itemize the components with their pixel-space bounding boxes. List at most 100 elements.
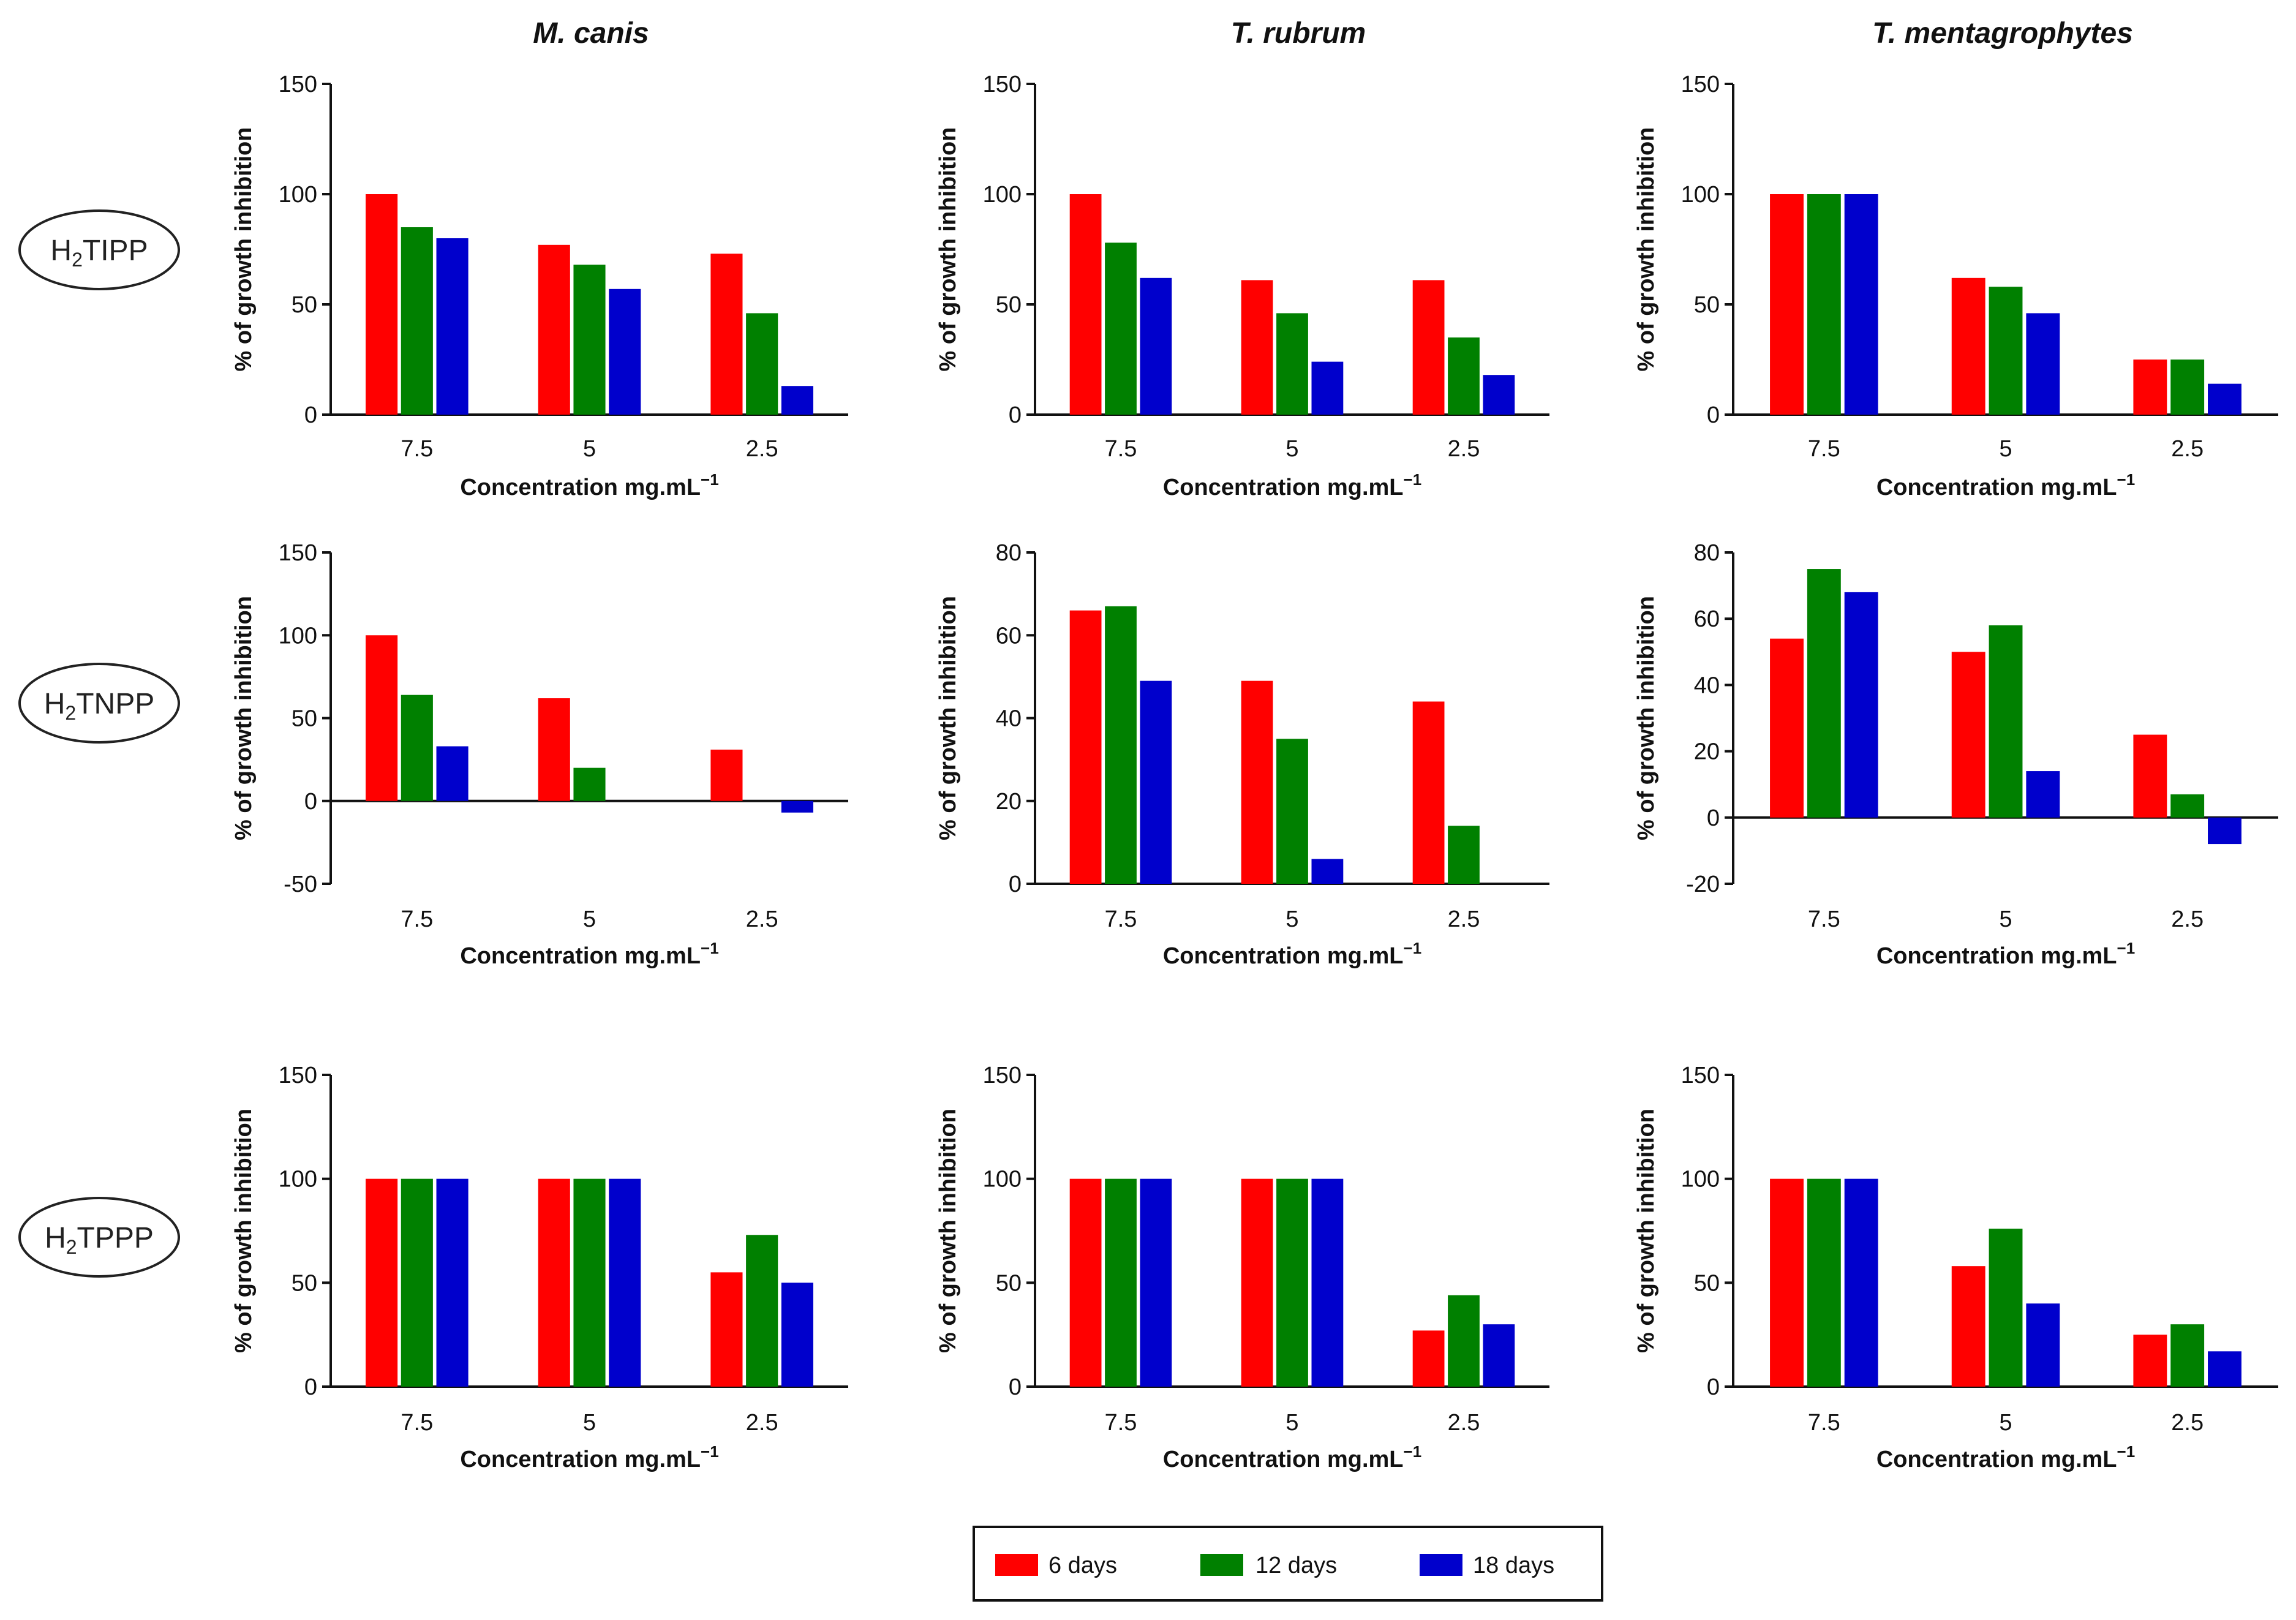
x-tick-label: 5 (583, 906, 596, 932)
bar-6-days-5 (1951, 1266, 1985, 1387)
y-axis-title: % of growth inhibition (935, 1109, 961, 1353)
bar-12-days-7-5 (1807, 1178, 1841, 1387)
bar-6-days-7-5 (366, 194, 398, 415)
y-axis-title: % of growth inhibition (1633, 127, 1659, 372)
bar-6-days-5 (1241, 1178, 1273, 1387)
bar-12-days-2-5 (1448, 826, 1480, 884)
bar-18-days-7-5 (1140, 1178, 1172, 1387)
y-axis-title: % of growth inhibition (231, 127, 257, 372)
bar-18-days-5 (1311, 1178, 1344, 1387)
y-tick-label: 50 (292, 706, 317, 732)
legend-label-18-days: 18 days (1473, 1553, 1554, 1578)
x-tick-label: 5 (1999, 906, 2012, 932)
bar-6-days-7-5 (366, 1178, 398, 1387)
bar-12-days-5 (1989, 1229, 2023, 1387)
x-axis-title: Concentration mg.mL−1 (1163, 1442, 1421, 1472)
x-tick-label: 7.5 (401, 1410, 433, 1436)
row-label-text: H2TNPP (44, 688, 154, 724)
bar-6-days-2-5 (710, 1272, 743, 1387)
bar-18-days-7-5 (436, 1178, 469, 1387)
x-tick-label: 5 (1999, 436, 2012, 462)
chart-h2tppp-t-rubrum: 0 50 100 150 7.5 5 2.5 Concentration mg.mL−1 % o… (935, 1063, 1549, 1472)
bar-12-days-5 (1989, 287, 2023, 415)
x-tick-label: 7.5 (1105, 436, 1137, 462)
y-tick-label: 150 (279, 1063, 317, 1088)
column-title-t-rubrum: T. rubrum (1231, 17, 1366, 50)
y-tick-label: 0 (304, 789, 317, 815)
chart-h2tipp-t-mentagrophytes: 0 50 100 150 7.5 5 2.5 Concentration mg.mL−1 % o… (1633, 72, 2278, 500)
row-label-text: H2TPPP (45, 1222, 154, 1258)
legend-swatch-6-days (995, 1554, 1038, 1576)
y-tick-label: 0 (1707, 1374, 1720, 1400)
bar-6-days-2-5 (710, 254, 743, 415)
bar-18-days-5 (2026, 1303, 2060, 1387)
row-label-text: H2TIPP (50, 235, 148, 271)
y-tick-label: 100 (279, 1167, 317, 1192)
bar-18-days-5 (1311, 859, 1344, 884)
x-tick-label: 7.5 (1105, 1410, 1137, 1436)
y-tick-label: 0 (304, 1374, 317, 1400)
row-label-ellipse (18, 1197, 180, 1278)
bar-12-days-7-5 (1807, 569, 1841, 818)
x-tick-label: 5 (1285, 906, 1298, 932)
y-tick-label: 0 (1009, 1374, 1022, 1400)
bar-18-days-2-5 (1483, 1324, 1515, 1387)
y-tick-label: 100 (279, 182, 317, 208)
y-tick-label: 20 (996, 789, 1022, 815)
bar-12-days-7-5 (1105, 243, 1137, 415)
x-tick-label: 5 (583, 1410, 596, 1436)
x-tick-label: 7.5 (1808, 436, 1840, 462)
bar-12-days-5 (573, 1178, 606, 1387)
bar-12-days-7-5 (1105, 1178, 1137, 1387)
y-axis-title: % of growth inhibition (231, 596, 257, 840)
bar-18-days-5 (609, 288, 641, 415)
legend-swatch-18-days (1420, 1554, 1462, 1576)
bar-6-days-2-5 (1412, 701, 1445, 884)
bar-6-days-7-5 (1069, 1178, 1102, 1387)
x-axis-title: Concentration mg.mL−1 (1163, 939, 1421, 969)
x-tick-label: 7.5 (1808, 906, 1840, 932)
legend-swatch-12-days (1200, 1554, 1243, 1576)
y-axis-title: % of growth inhibition (1633, 1109, 1659, 1353)
y-tick-label: 50 (996, 292, 1022, 318)
bar-18-days-2-5 (781, 386, 813, 415)
chart-h2tnpp-t-mentagrophytes: -20 0 20 40 60 80 7.5 5 2.5 Concentration mg.mL−1… (1633, 540, 2278, 969)
bar-18-days-7-5 (1140, 680, 1172, 884)
x-tick-label: 5 (583, 436, 596, 462)
bar-18-days-7-5 (436, 746, 469, 801)
bar-6-days-7-5 (1069, 194, 1102, 415)
y-tick-label: 50 (1694, 292, 1720, 318)
bar-6-days-2-5 (2133, 1335, 2167, 1387)
y-tick-label: 100 (1681, 182, 1720, 208)
bar-6-days-2-5 (1412, 280, 1445, 415)
y-tick-label: 150 (983, 1063, 1022, 1088)
y-tick-label: 50 (292, 1270, 317, 1296)
x-tick-label: 7.5 (1808, 1410, 1840, 1436)
x-axis-title: Concentration mg.mL−1 (1876, 470, 2135, 500)
bar-12-days-7-5 (401, 227, 433, 415)
bar-18-days-7-5 (1844, 1178, 1878, 1387)
x-tick-label: 2.5 (1448, 906, 1480, 932)
x-axis-title: Concentration mg.mL−1 (1163, 470, 1421, 500)
legend-box (973, 1526, 1603, 1602)
bar-6-days-7-5 (1770, 1178, 1804, 1387)
chart-h2tppp-t-mentagrophytes: 0 50 100 150 7.5 5 2.5 Concentration mg.mL−1 % o… (1633, 1063, 2278, 1472)
bar-6-days-2-5 (710, 749, 743, 801)
bar-12-days-2-5 (746, 313, 778, 415)
row-label-h2tppp: H2TPPP (18, 1197, 180, 1278)
bar-18-days-7-5 (436, 238, 469, 415)
bar-6-days-2-5 (1412, 1330, 1445, 1387)
bar-18-days-7-5 (1140, 277, 1172, 415)
y-axis-title: % of growth inhibition (935, 596, 961, 840)
y-tick-label: 20 (1694, 739, 1720, 765)
x-axis-title: Concentration mg.mL−1 (460, 470, 718, 500)
bar-18-days-7-5 (1844, 194, 1878, 415)
y-tick-label: 50 (996, 1270, 1022, 1296)
chart-h2tppp-m-canis: 0 50 100 150 7.5 5 2.5 Concentration mg.mL−1 % o… (231, 1063, 848, 1472)
bar-6-days-2-5 (2133, 360, 2167, 415)
x-axis-title: Concentration mg.mL−1 (460, 1442, 718, 1472)
y-tick-label: 150 (983, 72, 1022, 97)
x-axis-title: Concentration mg.mL−1 (460, 939, 718, 969)
x-tick-label: 5 (1999, 1410, 2012, 1436)
